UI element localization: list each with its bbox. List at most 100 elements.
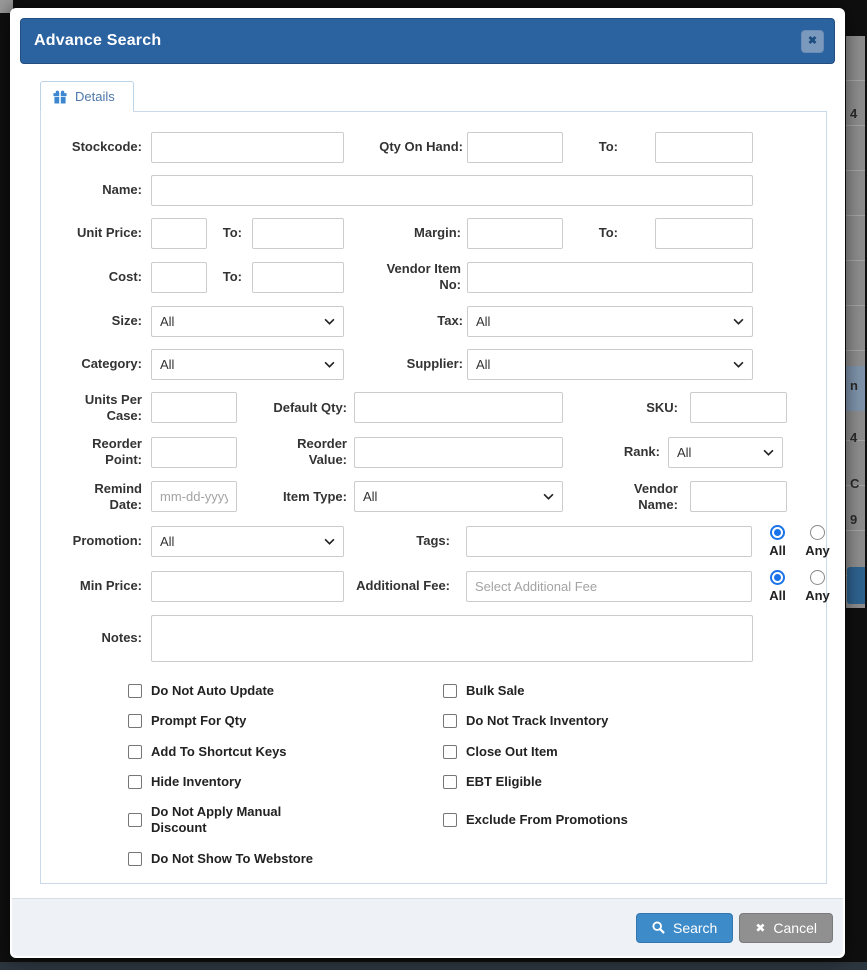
search-button[interactable]: Search [635, 912, 734, 943]
item-type-select[interactable]: All [354, 481, 563, 513]
qty-on-hand-to-input[interactable] [655, 132, 753, 163]
x-icon: ✖ [755, 920, 766, 935]
tags-label: Tags: [416, 533, 450, 549]
dialog-header: Advance Search ✖ [20, 18, 835, 64]
name-input[interactable] [151, 175, 753, 206]
remind-date-input[interactable] [151, 481, 237, 513]
name-label: Name: [102, 182, 142, 198]
unit-price-input[interactable] [151, 218, 207, 249]
checkbox[interactable] [443, 813, 457, 828]
details-panel: Stockcode: Qty On Hand: To: Name: Unit P… [40, 111, 830, 884]
sku-input[interactable] [690, 392, 787, 424]
category-select[interactable]: All [151, 348, 344, 380]
min-price-input[interactable] [151, 571, 344, 602]
checkbox[interactable] [128, 813, 142, 828]
background-cell-text: 4 [850, 430, 858, 445]
unit-price-to-input[interactable] [252, 218, 344, 249]
supplier-label: Supplier: [406, 355, 463, 371]
chevron-down-icon [324, 318, 335, 325]
checkbox-prompt-for-qty[interactable]: Prompt For Qty [128, 713, 443, 729]
stockcode-label: Stockcode: [71, 139, 142, 155]
checkbox-exclude-from-promotions[interactable]: Exclude From Promotions [443, 812, 628, 828]
reorder-point-input[interactable] [151, 436, 237, 468]
checkbox-ebt-eligible[interactable]: EBT Eligible [443, 774, 542, 790]
units-per-case-input[interactable] [151, 392, 237, 424]
tab-details[interactable]: Details [40, 81, 134, 112]
rank-select[interactable]: All [668, 436, 783, 468]
close-icon: ✖ [807, 35, 818, 47]
size-select[interactable]: All [151, 305, 344, 337]
remind-date-label: Remind Date: [94, 480, 142, 512]
checkbox[interactable] [128, 774, 142, 789]
checkbox-hide-inventory[interactable]: Hide Inventory [128, 774, 443, 790]
checkbox-do-not-show-to-webstore[interactable]: Do Not Show To Webstore [128, 851, 443, 867]
vendor-name-input[interactable] [690, 481, 787, 513]
checkbox[interactable] [128, 851, 142, 866]
category-label: Category: [81, 355, 142, 371]
checkbox[interactable] [128, 744, 142, 759]
tags-any-radio-label: Any [805, 543, 830, 558]
additional-fee-label: Additional Fee: [356, 578, 450, 594]
additional-fee-all-radio-label: All [769, 588, 786, 603]
notes-label: Notes: [101, 630, 142, 646]
additional-fee-any-radio[interactable] [810, 570, 825, 585]
to-label: To: [222, 269, 242, 285]
to-label: To: [222, 225, 242, 241]
checkbox-close-out-item[interactable]: Close Out Item [443, 744, 558, 760]
notes-textarea[interactable] [151, 615, 753, 662]
rank-label: Rank: [623, 444, 660, 460]
tax-label: Tax: [437, 312, 463, 328]
checkbox[interactable] [443, 744, 457, 759]
additional-fee-all-radio[interactable] [770, 570, 785, 585]
gift-icon [53, 90, 67, 103]
default-qty-input[interactable] [354, 392, 563, 424]
checkbox[interactable] [443, 714, 457, 729]
checkbox-do-not-auto-update[interactable]: Do Not Auto Update [128, 683, 443, 699]
vendor-item-no-input[interactable] [467, 261, 753, 293]
checkbox-do-not-apply-manual-discount[interactable]: Do Not Apply Manual Discount [128, 804, 443, 837]
cancel-button-label: Cancel [773, 919, 817, 936]
cost-input[interactable] [151, 261, 207, 293]
reorder-value-label: Reorder Value: [297, 436, 347, 468]
default-qty-label: Default Qty: [273, 399, 347, 415]
tags-input[interactable] [466, 526, 752, 557]
tags-all-radio[interactable] [770, 525, 785, 540]
background-cell-text: 4 [850, 106, 858, 121]
chevron-down-icon [543, 493, 554, 501]
background-table-strip: 4 n 4 C 9 [846, 36, 865, 608]
stockcode-input[interactable] [151, 132, 344, 163]
search-button-label: Search [672, 919, 718, 936]
reorder-value-input[interactable] [354, 436, 563, 468]
checkbox-bulk-sale[interactable]: Bulk Sale [443, 683, 525, 699]
cancel-button[interactable]: ✖ Cancel [739, 912, 833, 943]
qty-on-hand-label: Qty On Hand: [379, 139, 463, 155]
chevron-down-icon [763, 449, 774, 456]
margin-input[interactable] [467, 218, 563, 249]
qty-on-hand-input[interactable] [467, 132, 563, 163]
tax-select[interactable]: All [467, 305, 753, 337]
additional-fee-any-radio-label: Any [805, 588, 830, 603]
checkbox-do-not-track-inventory[interactable]: Do Not Track Inventory [443, 713, 608, 729]
background-fragment [0, 0, 13, 13]
additional-fee-input[interactable] [466, 571, 752, 602]
margin-to-input[interactable] [655, 218, 753, 249]
supplier-select[interactable]: All [467, 348, 753, 380]
background-cell-text: 9 [850, 512, 858, 527]
cost-to-input[interactable] [252, 261, 344, 293]
checkbox[interactable] [443, 774, 457, 789]
checkbox[interactable] [443, 684, 457, 699]
checkbox-add-to-shortcut-keys[interactable]: Add To Shortcut Keys [128, 744, 443, 760]
background-button-fragment [847, 567, 865, 604]
vendor-name-label: Vendor Name: [633, 480, 678, 512]
close-button[interactable]: ✖ [801, 30, 824, 53]
dialog-footer: Search ✖ Cancel [12, 898, 843, 956]
promotion-select[interactable]: All [151, 526, 344, 557]
item-type-label: Item Type: [282, 488, 347, 504]
checkbox[interactable] [128, 684, 142, 699]
cost-label: Cost: [108, 269, 142, 285]
additional-fee-match-radiogroup: All Any [764, 570, 831, 603]
units-per-case-label: Units Per Case: [84, 391, 142, 423]
checkbox[interactable] [128, 714, 142, 729]
chevron-down-icon [324, 361, 335, 368]
tags-any-radio[interactable] [810, 525, 825, 540]
